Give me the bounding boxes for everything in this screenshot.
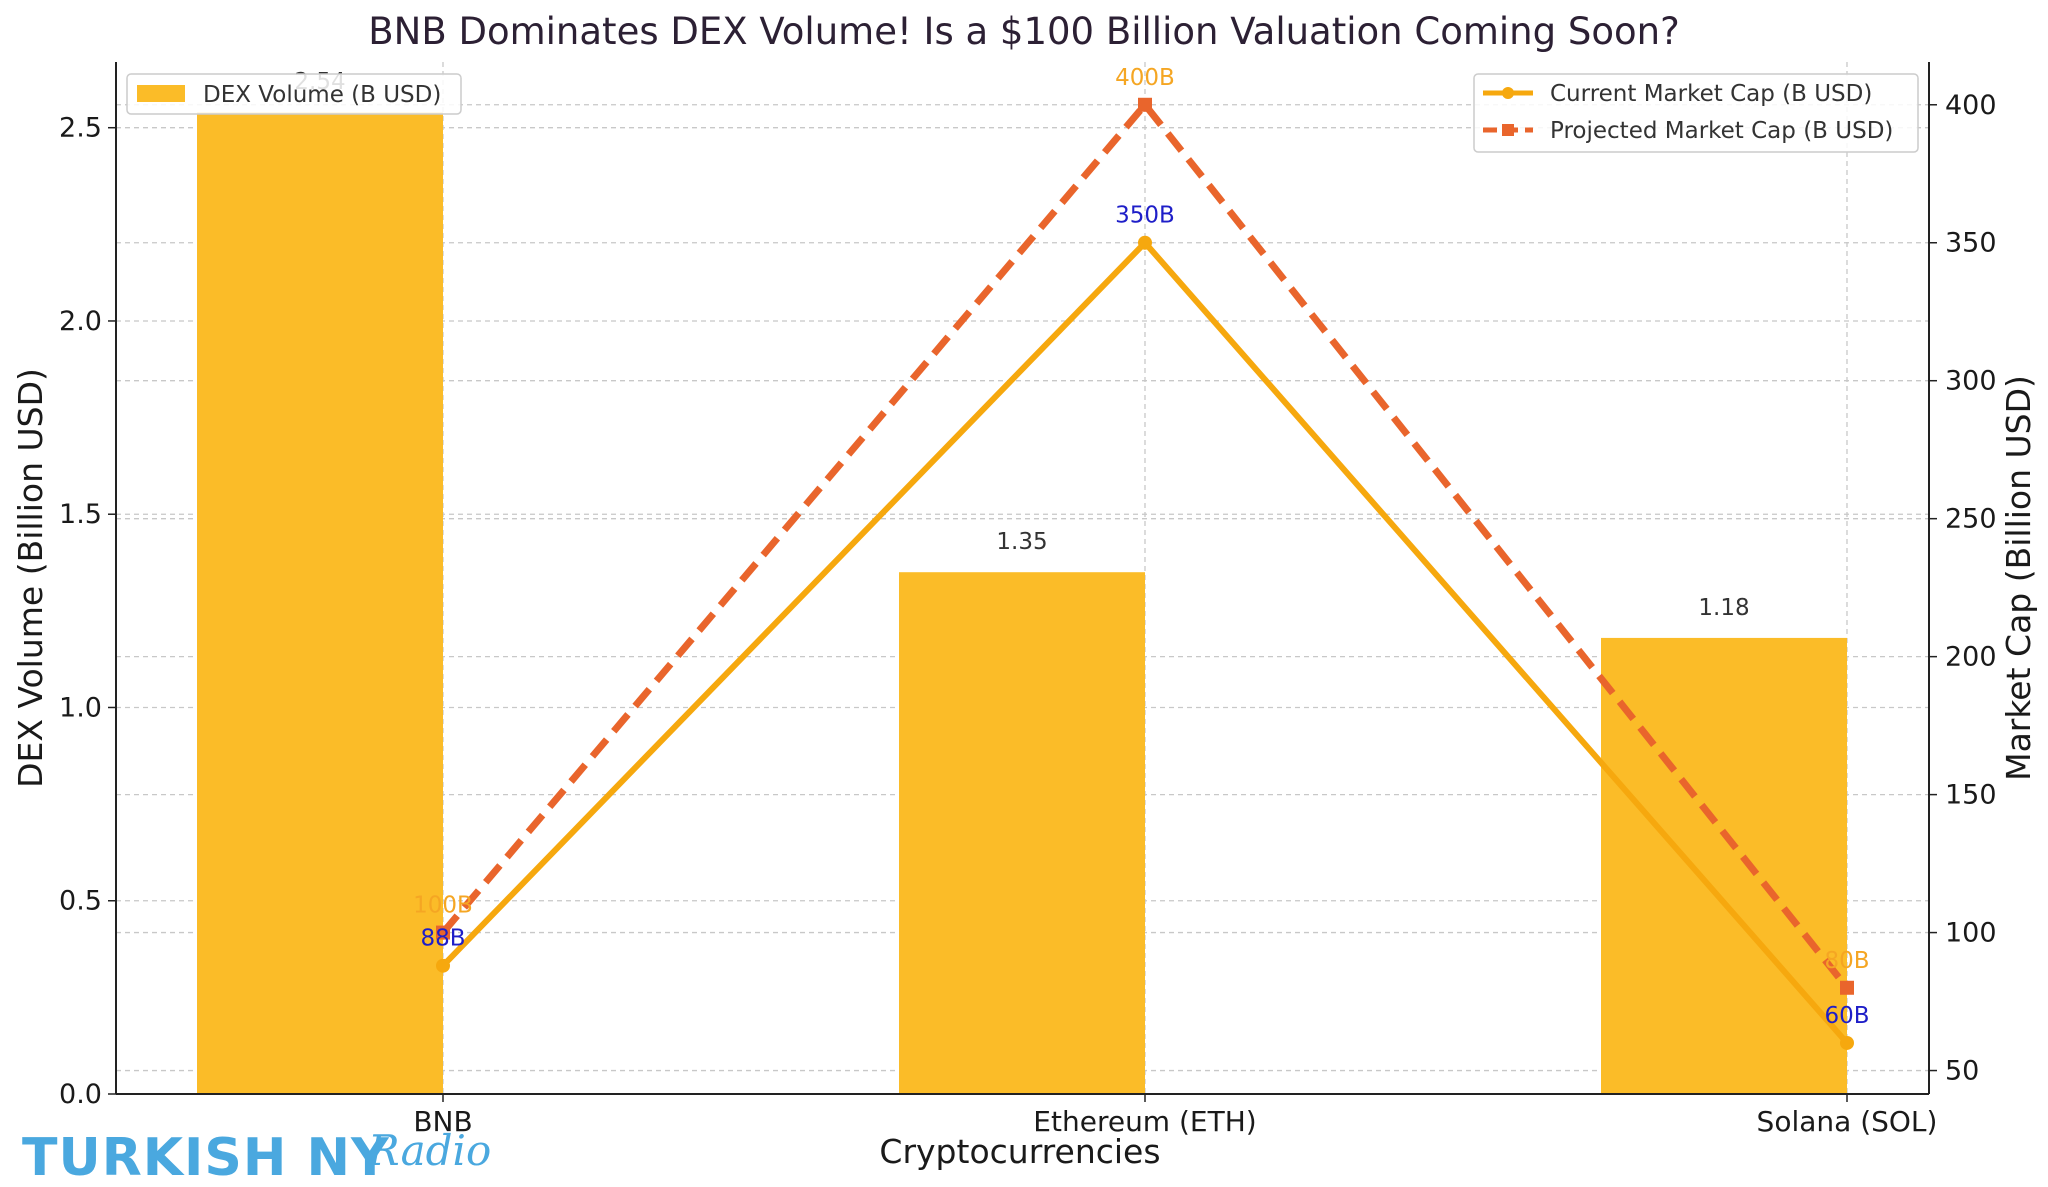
y2-tick-label: 50 (1945, 1056, 1979, 1087)
legend-left: DEX Volume (B USD) (126, 73, 462, 115)
watermark-main-text: TURKISH NY (22, 1128, 390, 1187)
chart-title: BNB Dominates DEX Volume! Is a $100 Bill… (368, 10, 1679, 53)
bar-layer (197, 112, 1847, 1094)
legend-label-projected: Projected Market Cap (B USD) (1550, 118, 1893, 144)
current-marker (436, 958, 450, 973)
axis-layer: 0.0 0.5 1.0 1.5 2.0 2.5 50 100 150 200 250 300 350 40… (59, 62, 1997, 1138)
projected-marker (436, 925, 450, 940)
y2-tick-label: 100 (1945, 918, 1997, 949)
x-tick-label: Ethereum (ETH) (1033, 1105, 1256, 1138)
legend-right: Current Market Cap (B USD) Projected Mar… (1473, 73, 1919, 153)
y-axis-label: DEX Volume (Billion USD) (11, 368, 50, 788)
projected-value-label: 80B (1824, 948, 1869, 974)
y2-tick-label: 150 (1945, 780, 1997, 811)
current-marker (1138, 235, 1152, 250)
bar (197, 112, 443, 1094)
bar-value-label: 1.18 (1698, 595, 1749, 621)
legend-swatch-dex (137, 85, 185, 102)
y2-tick-label: 250 (1945, 504, 1997, 535)
projected-marker (1138, 97, 1152, 112)
watermark-logo: TURKISH NY Radio (22, 1126, 491, 1187)
legend-label-dex: DEX Volume (B USD) (203, 82, 441, 108)
current-value-label: 350B (1115, 203, 1175, 229)
line-layer (436, 97, 1854, 1050)
current-value-label: 88B (420, 926, 465, 952)
projected-marker (1840, 980, 1854, 995)
y2-axis-label: Market Cap (Billion USD) (1999, 375, 2038, 781)
legend-right-frame (1473, 73, 1919, 153)
legend-label-current: Current Market Cap (B USD) (1550, 81, 1872, 107)
y-tick-label: 2.0 (59, 306, 102, 337)
y2-tick-label: 400 (1945, 90, 1997, 121)
legend-left-frame (126, 73, 462, 115)
legend-marker-current (1502, 87, 1514, 99)
legend-marker-projected (1502, 124, 1514, 136)
projected-value-label: 100B (413, 893, 473, 919)
y-tick-label: 0.5 (59, 886, 102, 917)
x-tick-label: BNB (413, 1105, 472, 1138)
y2-tick-label: 200 (1945, 642, 1997, 673)
y-tick-label: 1.0 (59, 692, 102, 723)
projected-value-label: 400B (1115, 65, 1175, 91)
y-tick-label: 1.5 (59, 499, 102, 530)
y-tick-label: 2.5 (59, 113, 102, 144)
x-axis-label: Cryptocurrencies (879, 1132, 1160, 1171)
y-tick-label: 0.0 (59, 1079, 102, 1110)
bar (899, 572, 1145, 1094)
y2-tick-label: 300 (1945, 366, 1997, 397)
y2-tick-label: 350 (1945, 228, 1997, 259)
current-value-label: 60B (1824, 1003, 1869, 1029)
bar (1601, 637, 1847, 1094)
x-tick-label: Solana (SOL) (1757, 1105, 1938, 1138)
current-marker (1840, 1035, 1854, 1050)
bar-value-label: 1.35 (996, 529, 1047, 555)
watermark-script-text: Radio (367, 1126, 491, 1175)
